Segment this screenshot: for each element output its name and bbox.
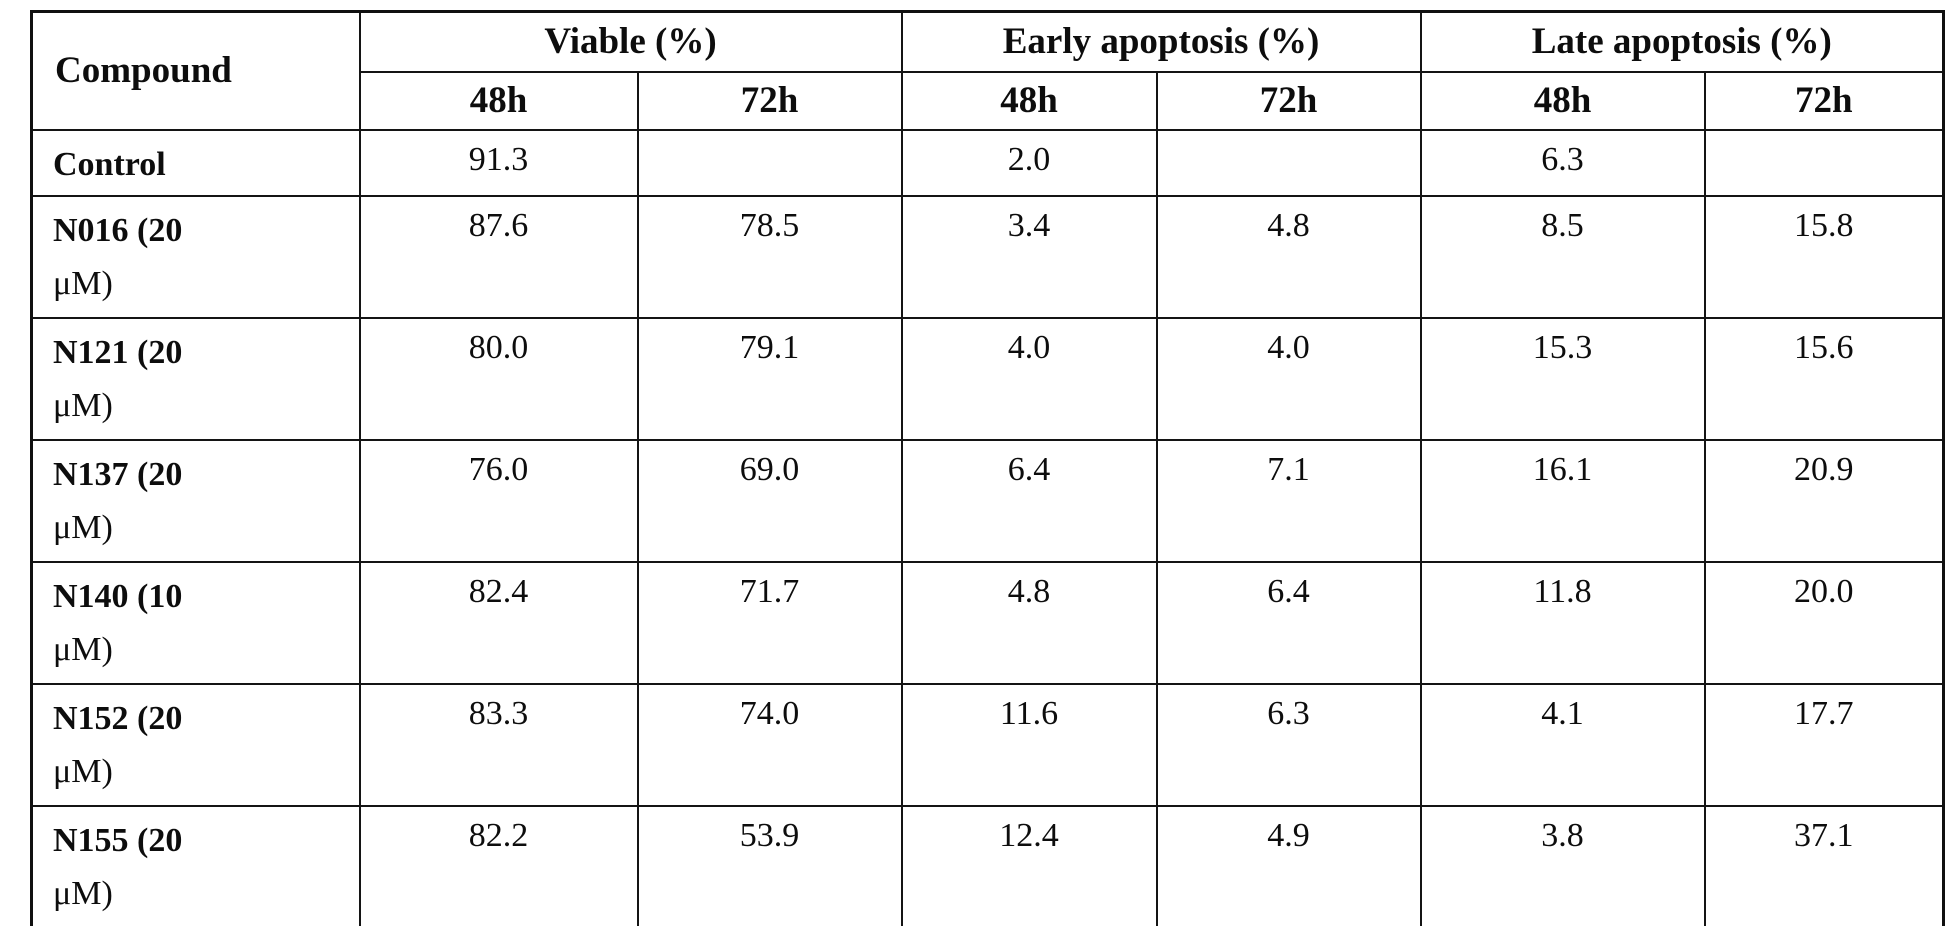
group-header-early-apoptosis: Early apoptosis (%): [900, 10, 1422, 73]
header-sub-row: 48h 72h 48h 72h 48h 72h: [32, 70, 1945, 131]
compound-name: N016 (20: [53, 212, 183, 250]
value-cell-viable-48h: 83.3: [358, 683, 639, 808]
value-cell-early-72h: 4.9: [1155, 805, 1422, 926]
value-cell-viable-72h: [636, 128, 903, 198]
table-header: Compound Viable (%) Early apoptosis (%) …: [30, 10, 1945, 131]
value-cell-early-48h: 12.4: [900, 805, 1158, 926]
subheader-late-48h: 48h: [1419, 70, 1706, 131]
value-cell-viable-48h: 76.0: [358, 439, 639, 564]
compound-name: N140 (10: [53, 578, 183, 616]
value-cell-viable-48h: 87.6: [358, 195, 639, 320]
value-cell-late-48h: 4.1: [1419, 683, 1706, 808]
value-cell-early-48h: 11.6: [900, 683, 1158, 808]
header-group-row: Compound Viable (%) Early apoptosis (%) …: [30, 10, 1945, 131]
value-cell-viable-72h: 69.0: [636, 439, 903, 564]
value-cell-early-72h: 6.3: [1155, 683, 1422, 808]
value-cell-late-48h: 15.3: [1419, 317, 1706, 442]
value-cell-late-48h: 16.1: [1419, 439, 1706, 564]
value-cell-early-72h: 6.4: [1155, 561, 1422, 686]
value-cell-viable-72h: 71.7: [636, 561, 903, 686]
compound-cell: N152 (20 μM): [30, 683, 361, 808]
compound-name: N137 (20: [53, 456, 183, 494]
subheader-early-48h: 48h: [900, 70, 1158, 131]
table-body: Control 91.3 2.0 6.3 N016 (20 μM) 87.6 7…: [30, 128, 1945, 926]
compound-cell: Control: [30, 128, 361, 198]
value-cell-late-48h: 6.3: [1419, 128, 1706, 198]
compound-cell: N137 (20 μM): [30, 439, 361, 564]
value-cell-late-72h: 20.9: [1703, 439, 1945, 564]
compound-unit: μM): [53, 264, 113, 302]
compound-cell: N016 (20 μM): [30, 195, 361, 320]
value-cell-late-48h: 8.5: [1419, 195, 1706, 320]
compound-cell: N121 (20 μM): [30, 317, 361, 442]
compound-cell: N140 (10 μM): [30, 561, 361, 686]
subheader-late-72h: 72h: [1703, 70, 1945, 131]
compound-cell: N155 (20 μM): [30, 805, 361, 926]
value-cell-late-72h: 15.6: [1703, 317, 1945, 442]
group-header-late-apoptosis: Late apoptosis (%): [1419, 10, 1945, 73]
value-cell-early-48h: 4.8: [900, 561, 1158, 686]
value-cell-viable-72h: 79.1: [636, 317, 903, 442]
value-cell-late-72h: [1703, 128, 1945, 198]
compound-unit: μM): [53, 630, 113, 668]
value-cell-early-72h: 4.8: [1155, 195, 1422, 320]
column-header-compound: Compound: [30, 10, 361, 131]
table-row-n140: N140 (10 μM) 82.4 71.7 4.8 6.4 11.8 20.0: [30, 561, 1945, 686]
value-cell-early-72h: 4.0: [1155, 317, 1422, 442]
value-cell-early-48h: 6.4: [900, 439, 1158, 564]
value-cell-late-72h: 37.1: [1703, 805, 1945, 926]
value-cell-viable-48h: 82.4: [358, 561, 639, 686]
value-cell-viable-48h: 82.2: [358, 805, 639, 926]
compound-name: Control: [53, 145, 166, 183]
apoptosis-data-table: Compound Viable (%) Early apoptosis (%) …: [30, 10, 1946, 926]
subheader-viable-72h: 72h: [636, 70, 903, 131]
value-cell-viable-48h: 80.0: [358, 317, 639, 442]
group-header-viable: Viable (%): [358, 10, 903, 73]
compound-unit: μM): [53, 508, 113, 546]
compound-name: N155 (20: [53, 822, 183, 860]
compound-unit: μM): [53, 386, 113, 424]
compound-unit: μM): [53, 752, 113, 790]
table-row-n155: N155 (20 μM) 82.2 53.9 12.4 4.9 3.8 37.1: [30, 805, 1945, 926]
table-row-n137: N137 (20 μM) 76.0 69.0 6.4 7.1 16.1 20.9: [30, 439, 1945, 564]
table-row-n121: N121 (20 μM) 80.0 79.1 4.0 4.0 15.3 15.6: [30, 317, 1945, 442]
value-cell-late-48h: 11.8: [1419, 561, 1706, 686]
value-cell-viable-72h: 53.9: [636, 805, 903, 926]
compound-name: N152 (20: [53, 700, 183, 738]
value-cell-late-72h: 17.7: [1703, 683, 1945, 808]
value-cell-viable-48h: 91.3: [358, 128, 639, 198]
table-row-n016: N016 (20 μM) 87.6 78.5 3.4 4.8 8.5 15.8: [30, 195, 1945, 320]
table-row-n152: N152 (20 μM) 83.3 74.0 11.6 6.3 4.1 17.7: [30, 683, 1945, 808]
value-cell-early-72h: 7.1: [1155, 439, 1422, 564]
value-cell-late-72h: 20.0: [1703, 561, 1945, 686]
value-cell-late-72h: 15.8: [1703, 195, 1945, 320]
compound-name: N121 (20: [53, 334, 183, 372]
value-cell-early-48h: 2.0: [900, 128, 1158, 198]
value-cell-viable-72h: 78.5: [636, 195, 903, 320]
subheader-early-72h: 72h: [1155, 70, 1422, 131]
value-cell-viable-72h: 74.0: [636, 683, 903, 808]
subheader-viable-48h: 48h: [358, 70, 639, 131]
value-cell-early-48h: 4.0: [900, 317, 1158, 442]
table-row-control: Control 91.3 2.0 6.3: [30, 128, 1945, 198]
value-cell-early-48h: 3.4: [900, 195, 1158, 320]
compound-unit: μM): [53, 874, 113, 912]
value-cell-early-72h: [1155, 128, 1422, 198]
value-cell-late-48h: 3.8: [1419, 805, 1706, 926]
